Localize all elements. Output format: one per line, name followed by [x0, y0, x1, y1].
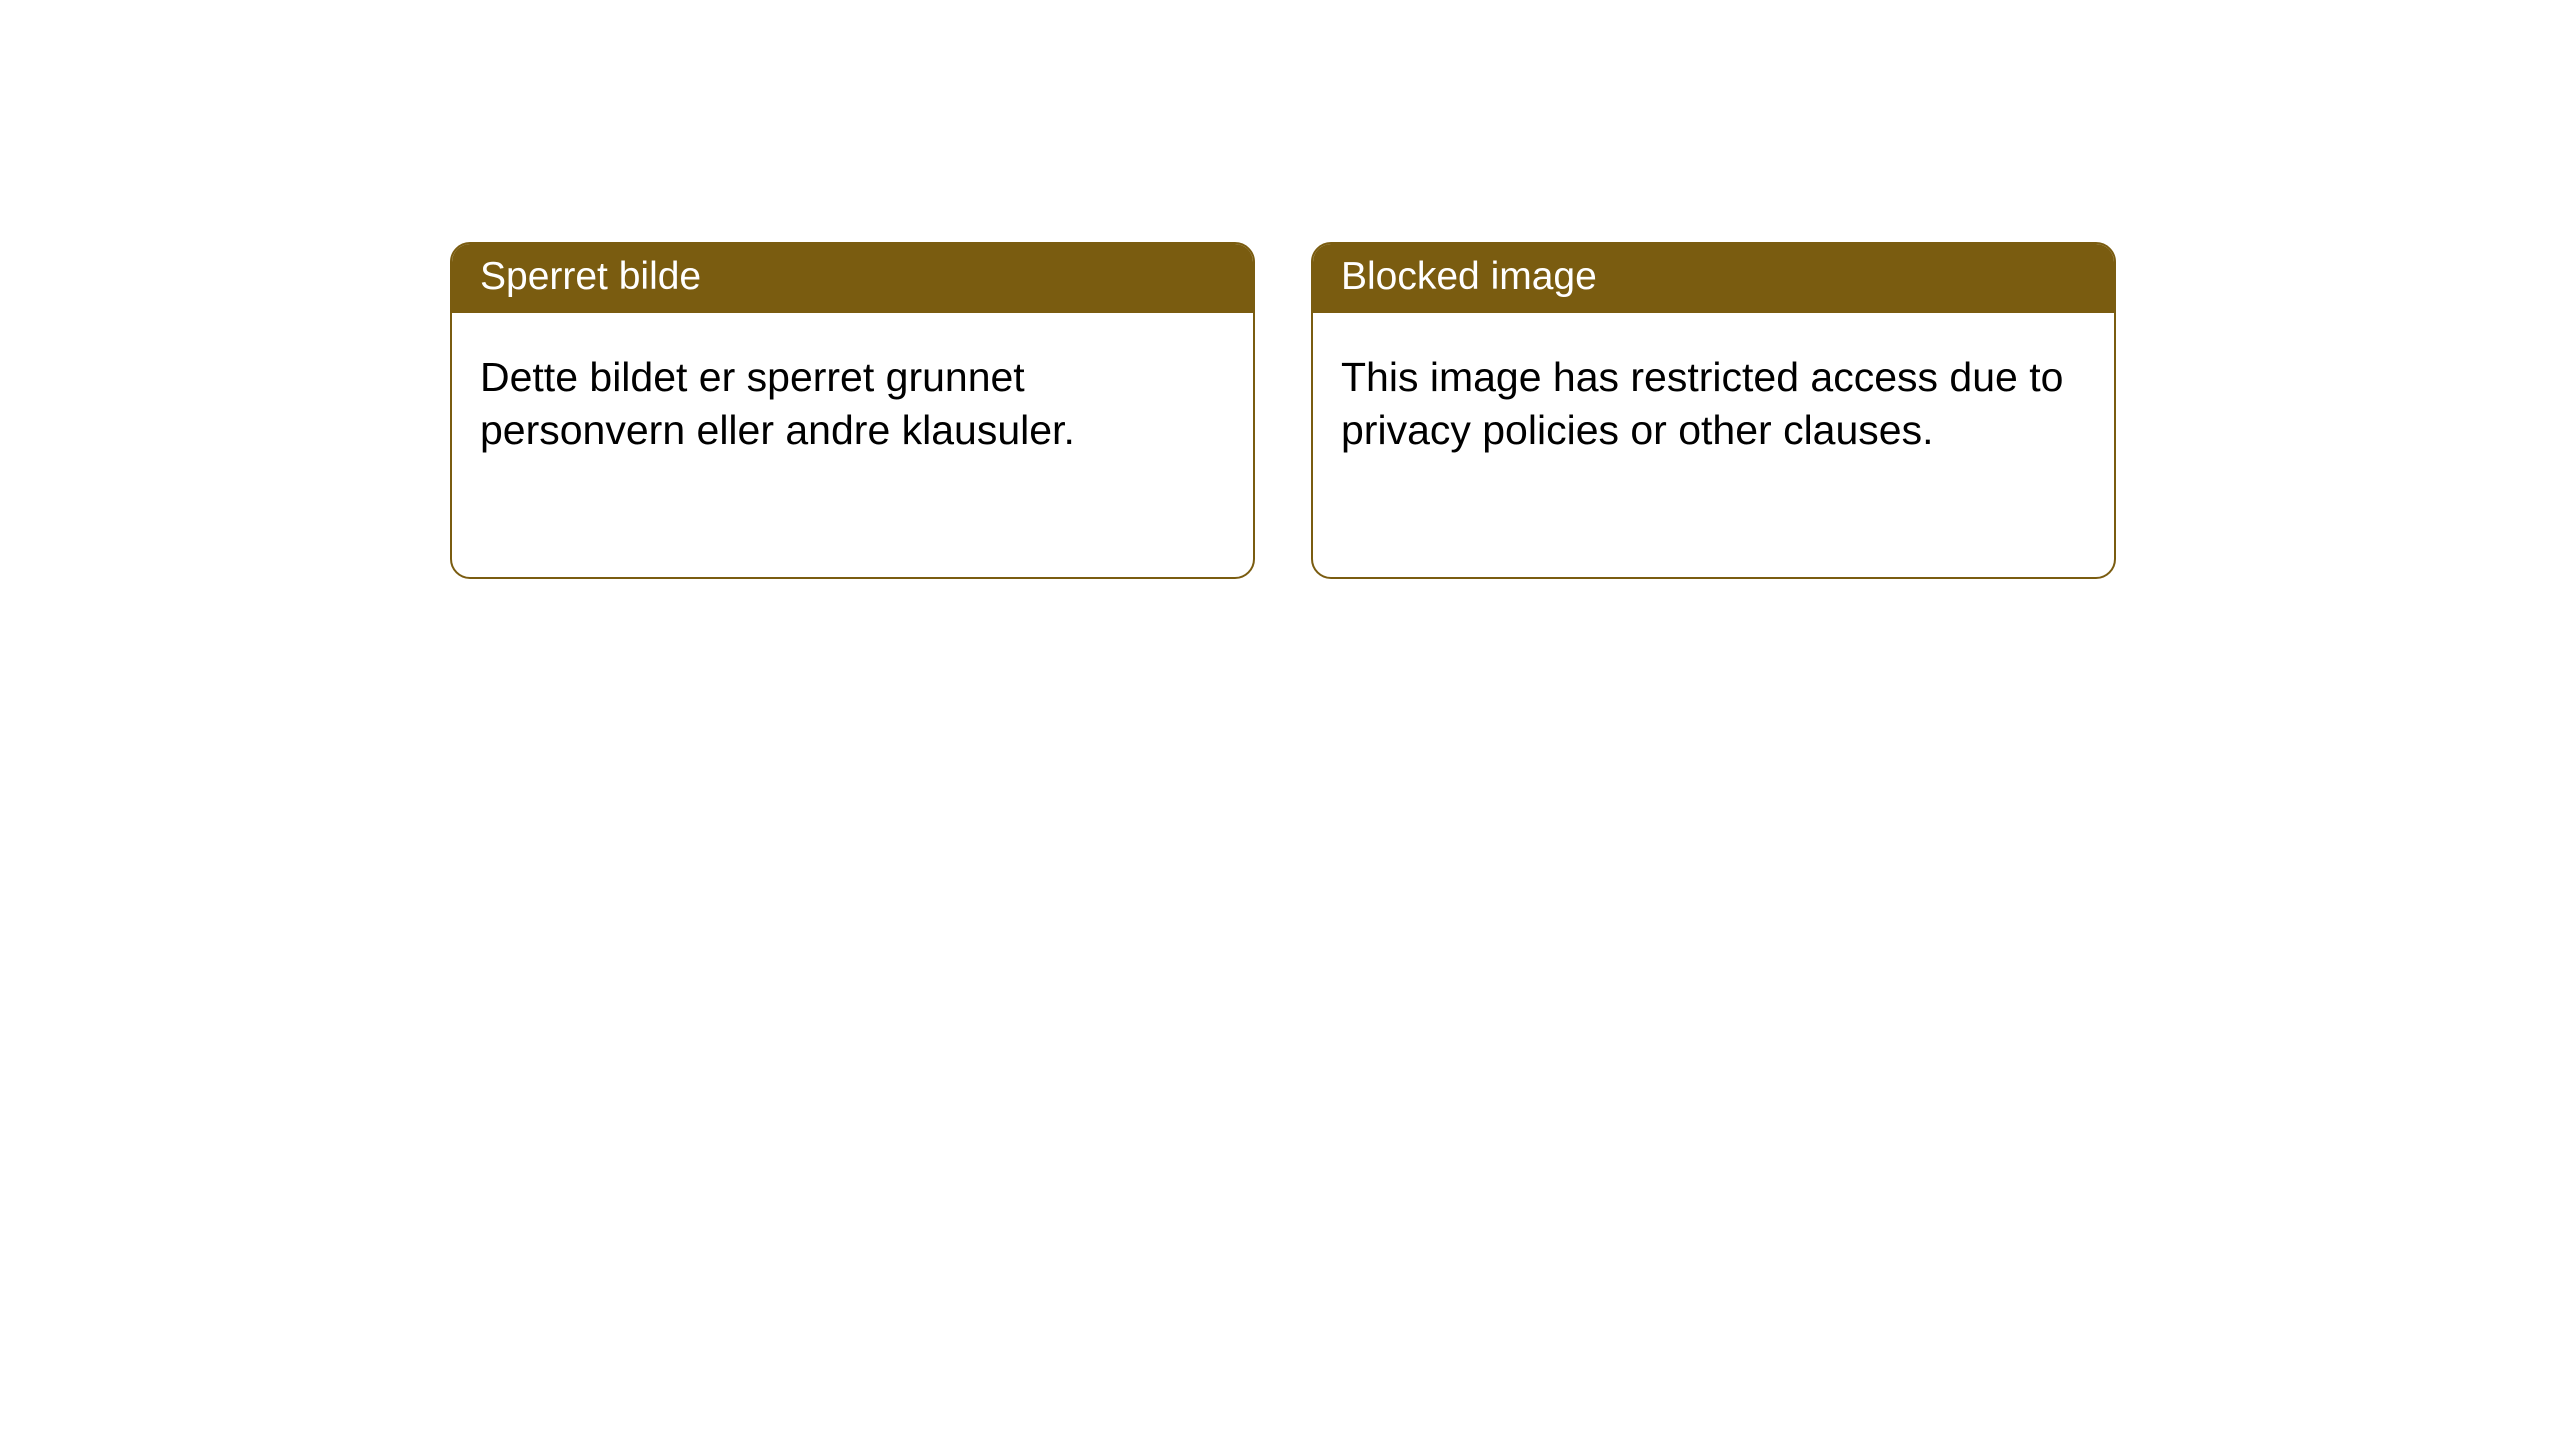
card-header: Sperret bilde [452, 244, 1253, 313]
card-body-text: Dette bildet er sperret grunnet personve… [480, 354, 1075, 453]
card-body-text: This image has restricted access due to … [1341, 354, 2063, 453]
notice-cards-container: Sperret bilde Dette bildet er sperret gr… [0, 0, 2560, 579]
notice-card-english: Blocked image This image has restricted … [1311, 242, 2116, 579]
card-body: Dette bildet er sperret grunnet personve… [452, 313, 1253, 486]
card-title: Blocked image [1341, 255, 1597, 298]
card-body: This image has restricted access due to … [1313, 313, 2114, 486]
card-title: Sperret bilde [480, 255, 701, 298]
card-header: Blocked image [1313, 244, 2114, 313]
notice-card-norwegian: Sperret bilde Dette bildet er sperret gr… [450, 242, 1255, 579]
